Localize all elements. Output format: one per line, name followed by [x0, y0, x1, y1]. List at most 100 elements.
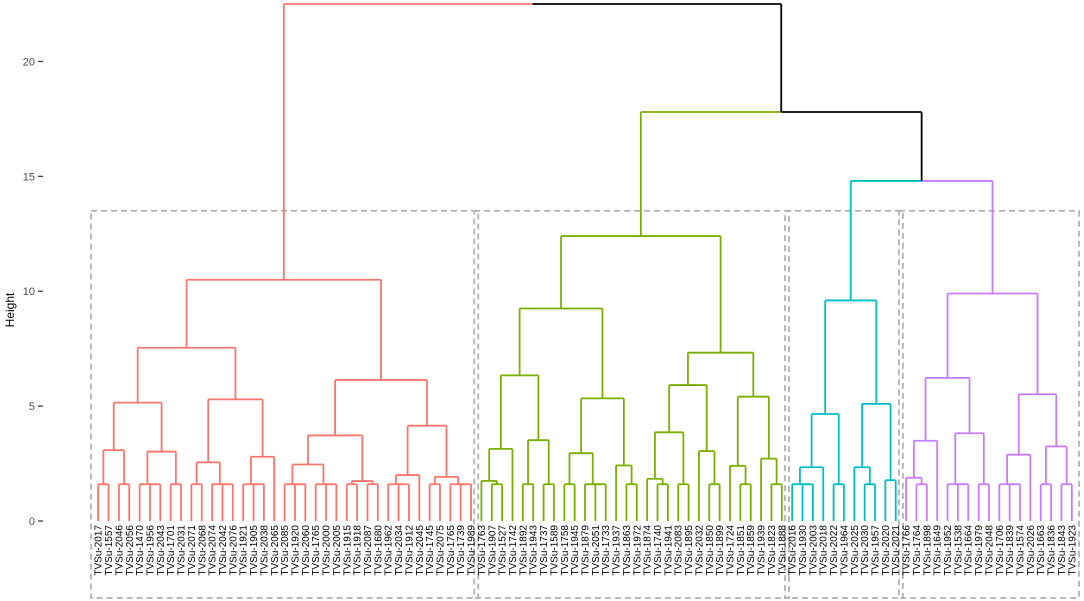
leaf-label: TVSu-2071	[187, 525, 198, 576]
leaf-label: TVSu-1851	[736, 525, 747, 576]
dendrogram-links	[97, 3, 1073, 521]
leaf-label: TVSu-1649	[933, 525, 944, 576]
leaf-label: TVSu-1745	[425, 525, 436, 576]
leaf-label: TVSu-1962	[384, 525, 395, 576]
leaf-label: TVSu-1895	[684, 525, 695, 576]
leaf-label: TVSu-1921	[239, 525, 250, 576]
leaf-label: TVSu-2017	[94, 525, 105, 576]
leaf-label: TVSu-1574	[1016, 525, 1027, 576]
leaf-label: TVSu-1763	[477, 525, 488, 576]
leaf-label: TVSu-1663	[1036, 525, 1047, 576]
leaf-label: TVSu-2046	[114, 525, 125, 576]
leaf-label: TVSu-1905	[249, 525, 260, 576]
leaf-label: TVSu-2087	[363, 525, 374, 576]
leaf-label: TVSu-1979	[974, 525, 985, 576]
leaf-label: TVSu-1930	[798, 525, 809, 576]
leaf-label: TVSu-2060	[301, 525, 312, 576]
leaf-label: TVSu-1724	[726, 525, 737, 576]
leaf-label: TVSu-1923	[1067, 525, 1078, 576]
y-axis-title: Height	[3, 292, 17, 327]
leaf-label: TVSu-1899	[715, 525, 726, 576]
leaf-label: TVSu-1737	[539, 525, 550, 576]
leaf-label: TVSu-1701	[166, 525, 177, 576]
leaf-label: TVSu-2021	[891, 525, 902, 576]
leaf-label: TVSu-2003	[808, 525, 819, 576]
leaf-label: TVSu-1888	[777, 525, 788, 576]
leaf-label: TVSu-1912	[404, 525, 415, 576]
leaf-label: TVSu-1898	[922, 525, 933, 576]
leaf-label: TVSu-1937	[612, 525, 623, 576]
y-tick-label: 10	[23, 286, 35, 298]
leaf-label: TVSu-2083	[674, 525, 685, 576]
leaf-label: TVSu-1972	[632, 525, 643, 576]
leaf-label: TVSu-2022	[829, 525, 840, 576]
leaf-label: TVSu-1557	[104, 525, 115, 576]
leaf-label: TVSu-1680	[373, 525, 384, 576]
leaf-label: TVSu-2045	[415, 525, 426, 576]
leaf-label: TVSu-1943	[529, 525, 540, 576]
leaf-label: TVSu-1952	[943, 525, 954, 576]
leaf-label: TVSu-2020	[881, 525, 892, 576]
leaf-label: TVSu-2076	[228, 525, 239, 576]
leaf-label: TVSu-1589	[549, 525, 560, 576]
leaf-label: TVSu-1664	[964, 525, 975, 576]
leaf-label: TVSu-1892	[518, 525, 529, 576]
leaf-label: TVSu-1957	[871, 525, 882, 576]
leaf-label: TVSu-2074	[208, 525, 219, 576]
leaf-label: TVSu-2038	[259, 525, 270, 576]
y-tick-label: 15	[23, 171, 35, 183]
leaf-label: TVSu-2051	[591, 525, 602, 576]
leaf-label: TVSu-2042	[218, 525, 229, 576]
leaf-label: TVSu-1956	[145, 525, 156, 576]
leaf-label: TVSu-1739	[456, 525, 467, 576]
leaf-label: TVSu-1766	[902, 525, 913, 576]
leaf-label: TVSu-2000	[322, 525, 333, 576]
leaf-label: TVSu-2056	[125, 525, 136, 576]
leaf-label: TVSu-1874	[643, 525, 654, 576]
cluster-box	[473, 209, 790, 599]
leaf-label: TVSu-2065	[270, 525, 281, 576]
leaf-label: TVSu-1839	[1005, 525, 1016, 576]
leaf-label: TVSu-2075	[435, 525, 446, 576]
leaf-label: TVSu-1850	[705, 525, 716, 576]
leaf-label: TVSu-1939	[757, 525, 768, 576]
leaf-label: TVSu-1879	[581, 525, 592, 576]
leaf-label: TVSu-1538	[953, 525, 964, 576]
leaf-label: TVSu-1941	[663, 525, 674, 576]
cluster-box	[898, 209, 1080, 599]
leaf-label: TVSu-2043	[156, 525, 167, 576]
leaf-label: TVSu-1843	[1057, 525, 1068, 576]
leaf-label: TVSu-2030	[860, 525, 871, 576]
leaf-label: TVSu-2032	[694, 525, 705, 576]
leaf-label: TVSu-1823	[767, 525, 778, 576]
leaf-label: TVSu-2048	[984, 525, 995, 576]
leaf-label: TVSu-1836	[1047, 525, 1058, 576]
leaf-label: TVSu-1964	[839, 525, 850, 576]
leaf-label: TVSu-1706	[995, 525, 1006, 576]
y-axis: 0 5 10 15 20	[23, 56, 43, 528]
leaf-label: TVSu-1907	[487, 525, 498, 576]
leaf-label: TVSu-1945	[570, 525, 581, 576]
leaf-label: TVSu-2005	[332, 525, 343, 576]
leaf-label: TVSu-2016	[788, 525, 799, 576]
leaf-label: TVSu-2068	[197, 525, 208, 576]
leaf-label: TVSu-2026	[1026, 525, 1037, 576]
leaf-label: TVSu-1765	[311, 525, 322, 576]
leaf-label: TVSu-2025	[850, 525, 861, 576]
leaf-label: TVSu-1918	[353, 525, 364, 576]
leaf-label: TVSu-1920	[290, 525, 301, 576]
leaf-label: TVSu-1527	[498, 525, 509, 576]
leaf-label: TVSu-1915	[342, 525, 353, 576]
leaf-label: TVSu-2018	[819, 525, 830, 576]
leaf-label: TVSu-2034	[394, 525, 405, 576]
leaf-label: TVSu-1863	[622, 525, 633, 576]
leaf-label: TVSu-1740	[653, 525, 664, 576]
y-tick-label: 20	[23, 56, 35, 68]
leaf-label: TVSu-2085	[280, 525, 291, 576]
leaf-labels: TVSu-2017 TVSu-1557 TVSu-2046 TVSu-2056 TVSu…	[94, 525, 1079, 576]
leaf-label: TVSu-1742	[508, 525, 519, 576]
leaf-label: TVSu-1758	[560, 525, 571, 576]
leaf-label: TVSu-2031	[177, 525, 188, 576]
y-tick-label: 0	[29, 516, 35, 528]
